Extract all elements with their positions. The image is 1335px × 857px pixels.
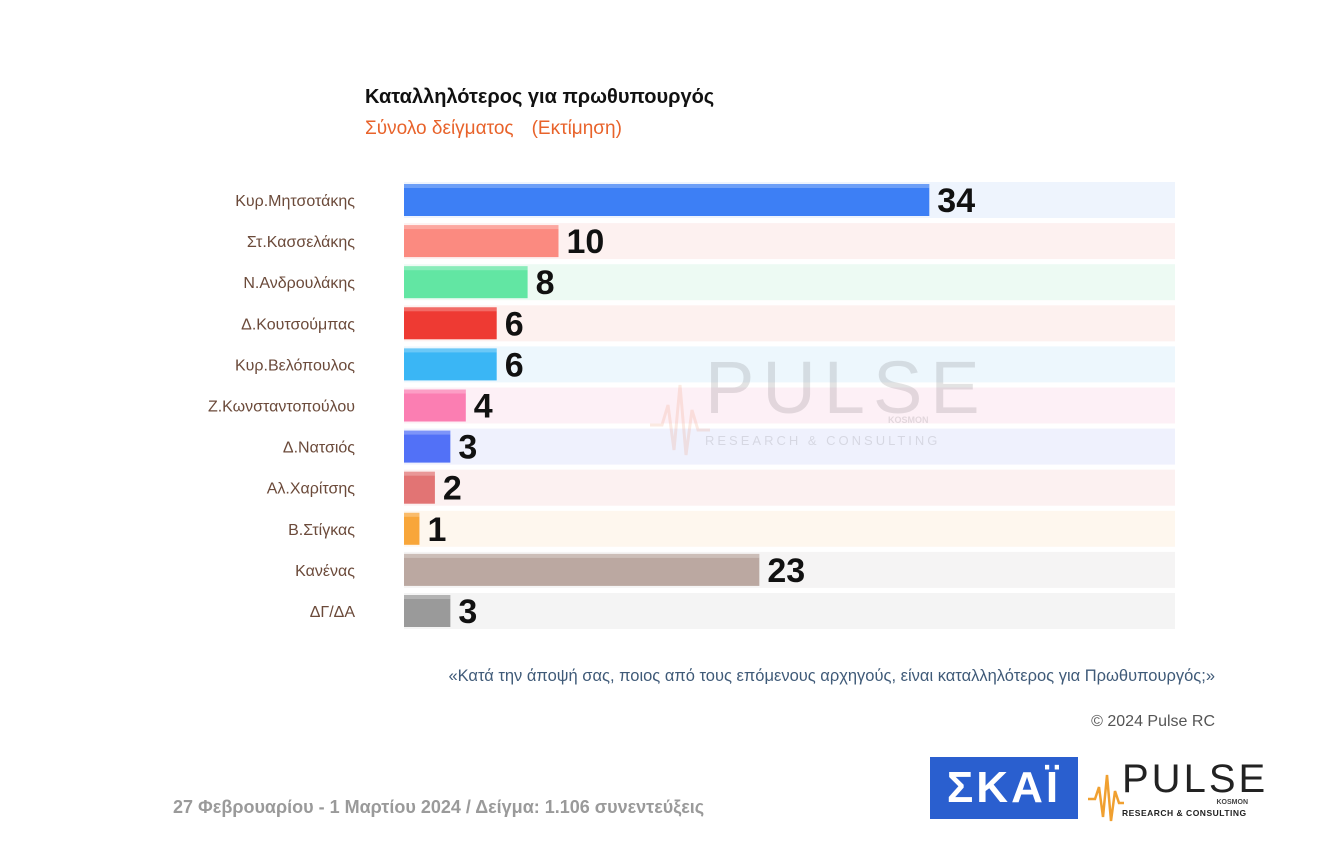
pulse-logo: PULSE KOSMON RESEARCH & CONSULTING	[1088, 757, 1265, 823]
bar-highlight	[404, 348, 497, 353]
bar-track	[404, 387, 1175, 424]
watermark-kosmos: KOSMON	[888, 415, 929, 425]
watermark-word: PULSE	[705, 346, 988, 429]
category-label: Δ.Νατσιός	[283, 440, 355, 457]
value-label: 3	[458, 429, 477, 467]
bar-track	[404, 510, 1175, 547]
bar	[404, 595, 451, 627]
bar	[404, 512, 420, 545]
value-label: 6	[505, 305, 524, 343]
bar-highlight	[404, 225, 559, 230]
bar	[404, 389, 466, 422]
category-label: Ν.Ανδρουλάκης	[243, 275, 355, 292]
category-label: Στ.Κασσελάκης	[247, 234, 355, 251]
bar-highlight	[404, 471, 435, 476]
bar-highlight	[404, 430, 451, 435]
subtitle-right: (Εκτίμηση)	[531, 118, 622, 139]
footer-info: 27 Φεβρουαρίου - 1 Μαρτίου 2024 / Δείγμα…	[173, 797, 705, 817]
bar	[404, 266, 528, 299]
category-label: Κυρ.Μητσοτάκης	[235, 193, 355, 210]
bar-highlight	[404, 553, 760, 558]
bar	[404, 348, 497, 381]
bar-track	[404, 469, 1175, 506]
bar	[404, 184, 930, 216]
bar	[404, 430, 451, 463]
bar-track	[404, 264, 1175, 301]
bar-highlight	[404, 307, 497, 312]
bar-track	[404, 593, 1175, 629]
category-label: ΔΓ/ΔΑ	[310, 604, 356, 621]
bar-highlight	[404, 266, 528, 271]
pulse-watermark: PULSE KOSMON RESEARCH & CONSULTING	[650, 345, 980, 465]
category-label: Ζ.Κωνσταντοπούλου	[208, 399, 355, 416]
chart-subtitle: Σύνολο δείγματος (Εκτίμηση)	[365, 118, 640, 140]
value-label: 4	[474, 388, 493, 426]
pulse-logo-kosmos: KOSMON	[1216, 799, 1249, 806]
category-label: Κυρ.Βελόπουλος	[235, 357, 355, 374]
survey-question: «Κατά την άποψή σας, ποιος από τους επόμ…	[448, 667, 1215, 685]
bar	[404, 553, 760, 586]
copyright: © 2024 Pulse RC	[1091, 713, 1215, 730]
chart-title: Καταλληλότερος για πρωθυπουργός	[365, 86, 715, 108]
value-label: 3	[458, 593, 477, 631]
subtitle-left: Σύνολο δείγματος	[365, 118, 514, 139]
pulse-wave-icon	[1088, 774, 1124, 822]
value-label: 34	[937, 182, 975, 220]
value-label: 2	[443, 470, 462, 508]
pulse-logo-word: PULSE	[1122, 757, 1269, 801]
category-label: Β.Στίγκας	[288, 522, 355, 539]
bar-highlight	[404, 595, 451, 599]
value-label: 6	[505, 346, 524, 384]
watermark-sub: RESEARCH & CONSULTING	[705, 433, 941, 448]
category-label: Κανένας	[295, 563, 355, 580]
skai-logo: ΣΚΑΪ	[930, 757, 1078, 819]
bar-track	[404, 305, 1175, 342]
bar-highlight	[404, 389, 466, 394]
value-label: 23	[767, 552, 805, 590]
bar-highlight	[404, 184, 930, 188]
pulse-wave-icon	[650, 384, 710, 456]
bar	[404, 471, 435, 504]
category-label: Αλ.Χαρίτσης	[267, 481, 356, 498]
category-label: Δ.Κουτσούμπας	[241, 316, 355, 333]
bar	[404, 307, 497, 340]
bar-highlight	[404, 512, 420, 517]
value-label: 8	[536, 264, 555, 302]
pulse-logo-sub: RESEARCH & CONSULTING	[1122, 808, 1247, 818]
value-label: 1	[427, 511, 446, 549]
bar-track	[404, 346, 1175, 383]
bar	[404, 225, 559, 258]
bar-track	[404, 428, 1175, 465]
value-label: 10	[567, 223, 605, 261]
